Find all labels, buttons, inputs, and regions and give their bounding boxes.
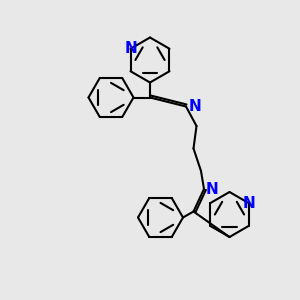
Text: N: N [243,196,255,211]
Text: N: N [206,182,218,196]
Text: N: N [124,41,137,56]
Text: N: N [188,99,201,114]
